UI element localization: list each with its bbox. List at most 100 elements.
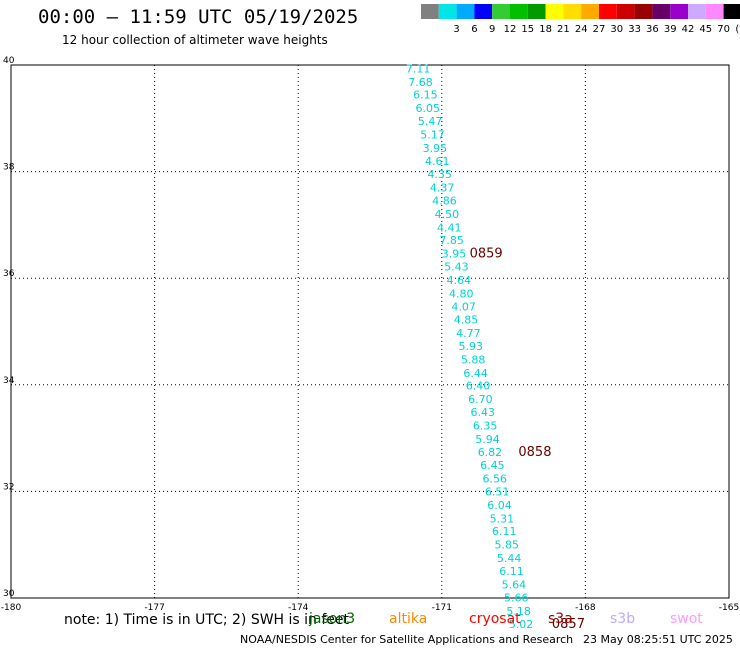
satellite-legend-altika: altika xyxy=(389,611,428,627)
scale-swatch xyxy=(563,4,582,19)
scale-swatch xyxy=(705,4,724,19)
map-frame xyxy=(10,64,730,599)
wave-height-label: 5.44 xyxy=(497,552,522,565)
wave-height-label: 6.70 xyxy=(468,393,493,406)
wave-height-label: 5.47 xyxy=(418,115,443,128)
wave-height-label: 6.11 xyxy=(499,565,524,578)
lon-tick-label: -174 xyxy=(288,603,309,613)
wave-height-label: 4.37 xyxy=(430,181,455,194)
wave-height-label: 5.93 xyxy=(459,340,484,353)
lon-tick-label: -165 xyxy=(719,603,739,613)
wave-height-label: 5.31 xyxy=(490,512,514,525)
wave-height-label: 5.02 xyxy=(509,618,534,631)
scale-swatch xyxy=(510,4,528,19)
satellite-legend-jason3: jason3 xyxy=(309,611,356,627)
credit-line: NOAA/NESDIS Center for Satellite Applica… xyxy=(240,633,574,646)
wave-height-label: 4.86 xyxy=(432,195,457,208)
wave-height-label: 4.77 xyxy=(456,327,481,340)
scale-tick-label: 27 xyxy=(593,24,606,35)
wave-height-label: 6.43 xyxy=(471,406,496,419)
wave-height-label: 4.07 xyxy=(451,301,476,314)
wave-height-label: 6.15 xyxy=(413,89,438,102)
scale-tick-label: 70 xyxy=(717,24,730,35)
lon-tick-label: -171 xyxy=(432,603,452,613)
scale-swatch xyxy=(545,4,564,19)
wave-height-label: 5.18 xyxy=(506,605,531,618)
footer-note: note: 1) Time is in UTC; 2) SWH is in fe… xyxy=(64,612,350,628)
page-subtitle: 12 hour collection of altimeter wave hei… xyxy=(62,33,328,47)
wave-height-label: 5.88 xyxy=(461,353,486,366)
scale-swatch xyxy=(634,4,653,19)
scale-swatch xyxy=(456,4,475,19)
scale-swatch xyxy=(581,4,599,19)
scale-tick-label: 24 xyxy=(575,24,588,35)
wave-height-label: 6.11 xyxy=(492,525,517,538)
wave-height-label: 4.50 xyxy=(435,208,460,221)
wave-height-label: 4.80 xyxy=(449,287,474,300)
scale-swatch xyxy=(723,4,740,19)
pass-time-label: 0858 xyxy=(518,445,551,460)
lon-tick-label: -180 xyxy=(1,603,22,613)
wave-height-label: 6.44 xyxy=(463,367,488,380)
pass-time-label: 0859 xyxy=(470,246,503,261)
scale-tick-label: 21 xyxy=(557,24,570,35)
scale-tick-label: 15 xyxy=(521,24,534,35)
lat-tick-label: 32 xyxy=(3,482,14,492)
lat-tick-label: 38 xyxy=(3,163,15,173)
wave-height-label: 5.64 xyxy=(502,578,526,591)
scale-swatch xyxy=(527,4,546,19)
scale-tick-label: 18 xyxy=(539,24,552,35)
generation-timestamp: 23 May 08:25:51 UTC 2025 xyxy=(583,633,733,646)
scale-unit: (ft) xyxy=(735,24,740,35)
scale-tick-label: 36 xyxy=(646,24,659,35)
wave-height-label: 7.68 xyxy=(408,76,433,89)
satellite-legend-cryosat: cryosat xyxy=(469,611,521,627)
scale-swatch xyxy=(688,4,706,19)
scale-swatch xyxy=(599,4,617,19)
wave-height-label: 4.85 xyxy=(454,314,479,327)
wave-height-label: 5.43 xyxy=(444,261,469,274)
wave-height-label: 6.56 xyxy=(482,472,507,485)
wave-height-label: 5.17 xyxy=(420,129,445,142)
scale-swatch xyxy=(670,4,688,19)
scale-tick-label: 42 xyxy=(682,24,695,35)
wave-height-label: 3.95 xyxy=(442,247,467,260)
scale-swatch xyxy=(492,4,510,19)
scale-tick-label: 9 xyxy=(489,24,495,35)
page-title: 00:00 – 11:59 UTC 05/19/2025 xyxy=(38,6,359,28)
scale-tick-label: 30 xyxy=(610,24,623,35)
wave-height-label: 7.11 xyxy=(406,62,431,75)
lat-tick-label: 30 xyxy=(3,589,15,599)
wave-height-label: 5.66 xyxy=(504,592,529,605)
scale-swatch xyxy=(616,4,635,19)
scale-tick-label: 12 xyxy=(504,24,517,35)
satellite-legend-s3a: s3a xyxy=(548,611,573,627)
pass-time-label: 0857 xyxy=(552,617,585,632)
lon-tick-label: -177 xyxy=(144,603,164,613)
wave-height-label: 4.41 xyxy=(437,221,462,234)
scale-tick-label: 45 xyxy=(699,24,712,35)
wave-height-label: 3.95 xyxy=(423,142,448,155)
scale-tick-label: 6 xyxy=(471,24,477,35)
wave-height-label: 4.35 xyxy=(427,168,452,181)
scale-tick-label: 33 xyxy=(628,24,641,35)
scale-tick-label: 3 xyxy=(453,24,459,35)
wave-height-label: 6.05 xyxy=(415,102,440,115)
scale-tick-label: 39 xyxy=(664,24,677,35)
wave-height-label: 6.04 xyxy=(487,499,512,512)
satellite-legend-swot: swot xyxy=(670,611,703,627)
lat-tick-label: 40 xyxy=(3,56,15,66)
wave-height-label: 7.85 xyxy=(439,234,464,247)
wave-height-label: 6.51 xyxy=(485,486,510,499)
satellite-legend: jason3 altika cryosat s3a s3b swot xyxy=(0,611,740,631)
wave-height-label: 5.94 xyxy=(475,433,500,446)
scale-swatch xyxy=(438,4,457,19)
wave-height-label: 4.61 xyxy=(425,155,450,168)
wave-height-label: 4.64 xyxy=(447,274,472,287)
wave-height-label: 6.35 xyxy=(473,420,498,433)
scale-swatch xyxy=(421,4,439,19)
satellite-legend-s3b: s3b xyxy=(610,611,636,627)
lat-tick-label: 36 xyxy=(3,269,15,279)
